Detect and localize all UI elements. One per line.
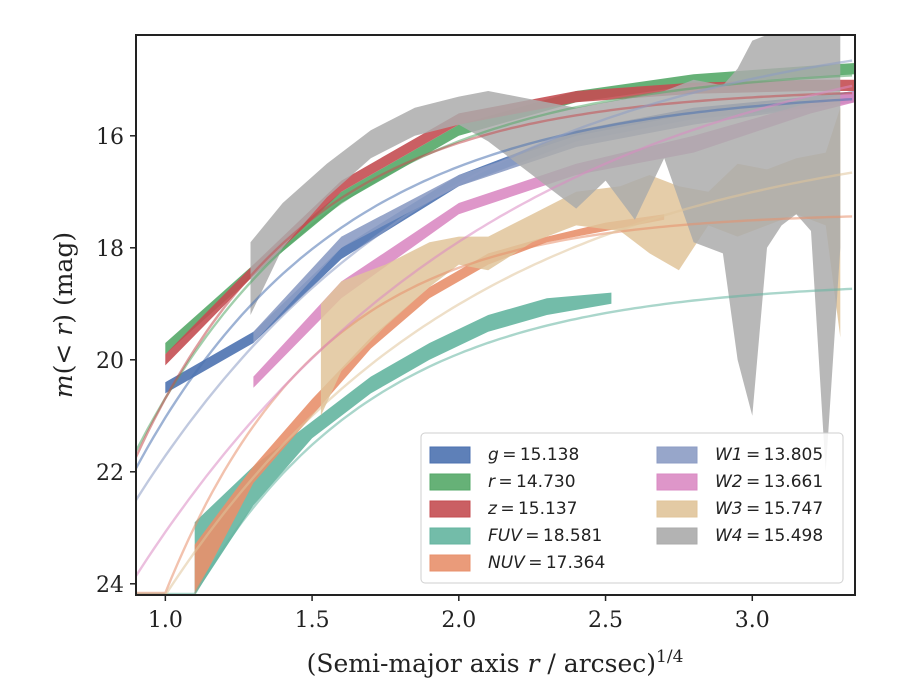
legend-swatch-z xyxy=(429,500,471,518)
x-tick-label: 1.5 xyxy=(295,608,330,633)
legend-label-z: z = 15.137 xyxy=(487,499,577,519)
y-axis-ticks: 16 18 20 22 24 xyxy=(96,125,136,598)
legend-swatch-nuv xyxy=(429,554,471,572)
band-w4 xyxy=(250,35,841,472)
model-curve-nuv xyxy=(136,215,853,595)
legend-label-g: g = 15.138 xyxy=(488,445,579,465)
legend-swatch-g xyxy=(429,446,471,464)
legend-swatch-w3 xyxy=(656,500,698,518)
legend-label-w3: W3 = 15.747 xyxy=(715,499,823,519)
legend-label-nuv: NUV = 17.364 xyxy=(488,553,605,573)
model-curve-w2 xyxy=(136,84,853,577)
legend-swatch-w1 xyxy=(656,446,698,464)
y-tick-label: 16 xyxy=(96,125,124,150)
model-curve-fuv xyxy=(136,287,853,595)
legend-label-r: r = 14.730 xyxy=(488,472,576,492)
y-axis-title: m(< r) (mag) xyxy=(49,232,78,398)
model-curve-w1 xyxy=(136,59,853,501)
legend-swatch-fuv xyxy=(429,527,471,545)
x-tick-label: 1.0 xyxy=(148,608,183,633)
legend-label-w1: W1 = 13.805 xyxy=(715,445,823,465)
model-curve-w3 xyxy=(163,171,853,595)
plot-frame xyxy=(135,34,856,596)
legend: g = 15.138 r = 14.730 z = 15.137 FUV = 18.5… xyxy=(420,432,844,584)
model-curve-g xyxy=(136,98,853,469)
y-tick-label: 18 xyxy=(96,237,124,262)
y-tick-label: 24 xyxy=(96,573,124,598)
legend-swatch-w4 xyxy=(656,527,698,545)
x-axis-ticks: 1.0 1.5 2.0 2.5 3.0 xyxy=(148,595,770,633)
data-bands xyxy=(165,35,855,595)
model-curve-z xyxy=(136,91,853,458)
y-tick-label: 20 xyxy=(96,349,124,374)
legend-swatch-r xyxy=(429,473,471,491)
x-tick-label: 2.0 xyxy=(441,608,476,633)
legend-box xyxy=(420,432,844,584)
legend-label-w4: W4 = 15.498 xyxy=(715,526,823,546)
x-axis-title: (Semi-major axis r / arcsec)1/4 xyxy=(307,647,684,678)
model-curves xyxy=(136,59,853,595)
legend-label-w2: W2 = 13.661 xyxy=(715,472,823,492)
legend-label-fuv: FUV = 18.581 xyxy=(488,526,602,546)
band-nuv xyxy=(194,214,665,595)
band-w3 xyxy=(320,107,841,416)
y-tick-label: 22 xyxy=(96,461,124,486)
x-tick-label: 3.0 xyxy=(735,608,770,633)
legend-swatch-w2 xyxy=(656,473,698,491)
x-tick-label: 2.5 xyxy=(588,608,623,633)
